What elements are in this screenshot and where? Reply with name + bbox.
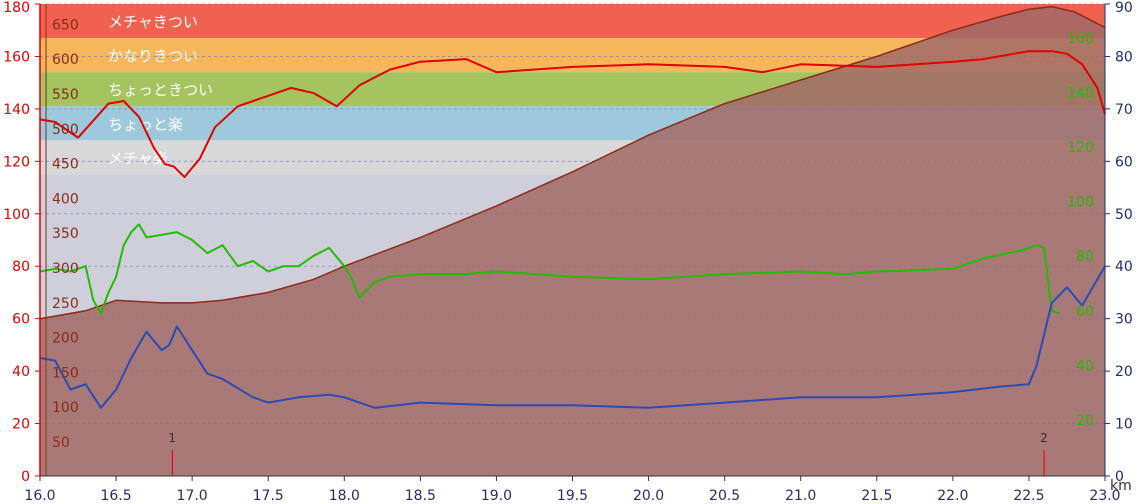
left-tick-9: 180 [3, 0, 30, 16]
right-navy-tick-8: 80 [1115, 49, 1133, 65]
x-tick-13: 22.5 [1013, 488, 1044, 504]
right-green-tick-5: 120 [1067, 140, 1094, 156]
right-green-tick-4: 100 [1067, 195, 1094, 211]
zone-label-2: ちょっときつい [108, 81, 213, 99]
series-pace-line [39, 265, 1106, 409]
x-tick-10: 21.0 [785, 488, 816, 504]
left-tick-8: 160 [3, 49, 30, 65]
inner-tick-9: 500 [52, 122, 79, 138]
marker-label-0: 1 [168, 431, 176, 445]
right-navy-tick-9: 90 [1115, 0, 1133, 16]
inner-tick-6: 350 [52, 226, 79, 242]
left-tick-5: 100 [3, 207, 30, 223]
inner-tick-0: 50 [52, 435, 70, 451]
inner-tick-11: 600 [52, 52, 79, 68]
zone-band-0 [40, 4, 1105, 39]
right-navy-tick-6: 60 [1115, 154, 1133, 170]
series-heart_rate-line [39, 50, 1106, 179]
x-tick-14: 23.0 [1089, 488, 1120, 504]
tick-labels: 16.0 16.5 17.0 17.5 18.0 18.5 19.0 19.5 20.0 20.5… [3, 0, 1133, 504]
x-tick-11: 21.5 [861, 488, 892, 504]
left-tick-3: 60 [12, 312, 30, 328]
x-tick-4: 18.0 [329, 488, 360, 504]
series-elevation-line [39, 5, 1106, 320]
x-tick-12: 22.0 [937, 488, 968, 504]
right-navy-tick-0: 0 [1115, 469, 1124, 485]
right-green-tick-7: 160 [1067, 31, 1094, 47]
series-elevation-area [40, 6, 1105, 476]
x-tick-3: 17.5 [253, 488, 284, 504]
right-navy-tick-5: 50 [1115, 207, 1133, 223]
series-cadence-line [39, 223, 1060, 315]
marker-label-1: 2 [1040, 431, 1048, 445]
left-tick-0: 0 [21, 469, 30, 485]
x-unit-label: km [1110, 478, 1132, 494]
inner-tick-8: 450 [52, 157, 79, 173]
left-tick-1: 20 [12, 417, 30, 433]
inner-tick-12: 650 [52, 17, 79, 33]
right-navy-tick-7: 70 [1115, 102, 1133, 118]
inner-tick-10: 550 [52, 87, 79, 103]
left-tick-4: 80 [12, 259, 30, 275]
x-tick-0: 16.0 [24, 488, 55, 504]
left-tick-2: 40 [12, 364, 30, 380]
left-tick-7: 140 [3, 102, 30, 118]
inner-tick-1: 100 [52, 400, 79, 416]
zone-label-3: ちょっと楽 [108, 115, 183, 133]
inner-tick-5: 300 [52, 261, 79, 277]
inner-tick-4: 250 [52, 296, 79, 312]
inner-tick-3: 200 [52, 331, 79, 347]
inner-tick-7: 400 [52, 191, 79, 207]
x-tick-5: 18.5 [405, 488, 436, 504]
right-navy-tick-1: 10 [1115, 417, 1133, 433]
right-green-tick-6: 140 [1067, 85, 1094, 101]
right-navy-tick-2: 20 [1115, 364, 1133, 380]
x-tick-8: 20.0 [633, 488, 664, 504]
x-tick-9: 20.5 [709, 488, 740, 504]
right-green-tick-1: 40 [1076, 358, 1094, 374]
series-lines [39, 5, 1106, 476]
zone-label-0: メチャきつい [108, 13, 198, 31]
x-tick-1: 16.5 [100, 488, 131, 504]
right-navy-tick-3: 30 [1115, 312, 1133, 328]
right-green-tick-2: 60 [1076, 304, 1094, 320]
left-tick-6: 120 [3, 154, 30, 170]
inner-tick-2: 150 [52, 365, 79, 381]
zone-label-4: メチャ楽 [108, 149, 168, 167]
x-tick-2: 17.0 [177, 488, 208, 504]
right-green-tick-3: 80 [1076, 249, 1094, 265]
x-tick-6: 19.0 [481, 488, 512, 504]
right-green-tick-0: 20 [1076, 413, 1094, 429]
x-tick-7: 19.5 [557, 488, 588, 504]
zone-label-1: かなりきつい [108, 47, 198, 65]
right-navy-tick-4: 40 [1115, 259, 1133, 275]
